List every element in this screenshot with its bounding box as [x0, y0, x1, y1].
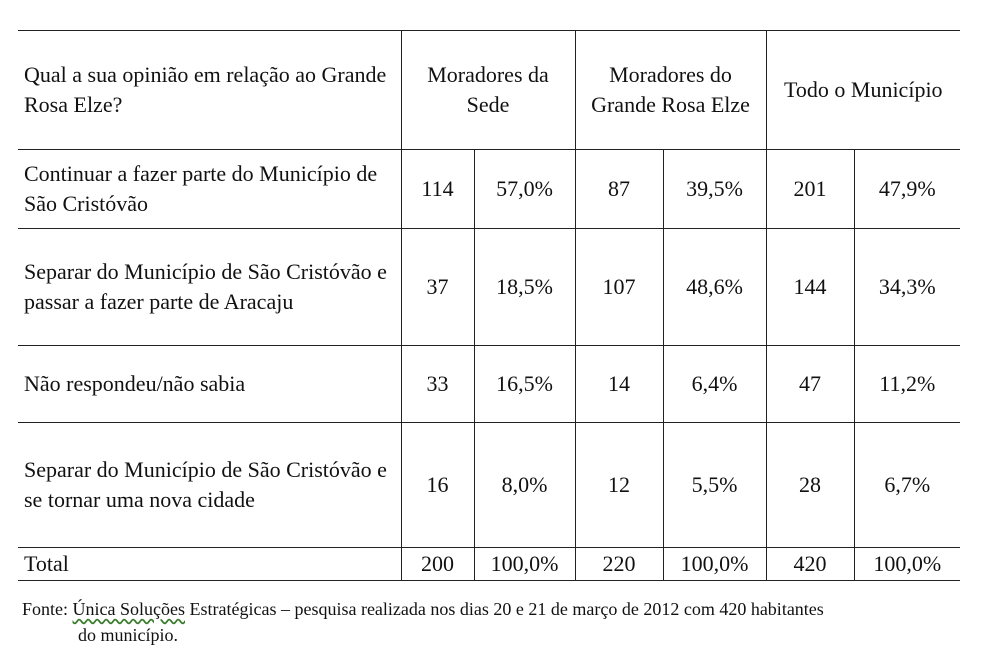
- municipio-count: 144: [765, 228, 855, 346]
- survey-table: Qual a sua opinião em relação ao Grande …: [18, 30, 961, 581]
- rosa-elze-count: 12: [574, 422, 664, 548]
- sede-percent: 16,5%: [473, 345, 576, 423]
- table-row: Separar do Município de São Cristóvão e …: [18, 422, 961, 548]
- table-row: Separar do Município de São Cristóvão e …: [18, 228, 961, 346]
- rosa-elze-percent: 39,5%: [662, 149, 767, 229]
- municipio-total-percent: 100,0%: [853, 547, 961, 581]
- rosa-elze-total-percent: 100,0%: [662, 547, 767, 581]
- source-line2: do município.: [78, 625, 178, 645]
- rosa-elze-count: 14: [574, 345, 664, 423]
- municipio-percent: 11,2%: [853, 345, 961, 423]
- row-label: Separar do Município de São Cristóvão e …: [18, 422, 402, 548]
- row-label: Continuar a fazer parte do Município de …: [18, 149, 402, 229]
- municipio-count: 28: [765, 422, 855, 548]
- sede-count: 33: [400, 345, 475, 423]
- rosa-elze-percent: 48,6%: [662, 228, 767, 346]
- total-label: Total: [18, 547, 402, 581]
- rosa-elze-percent: 6,4%: [662, 345, 767, 423]
- row-label: Separar do Município de São Cristóvão e …: [18, 228, 402, 346]
- municipio-count: 201: [765, 149, 855, 229]
- sede-count: 16: [400, 422, 475, 548]
- table-header-row: Qual a sua opinião em relação ao Grande …: [18, 30, 961, 150]
- row-label: Não respondeu/não sabia: [18, 345, 402, 423]
- municipio-percent: 6,7%: [853, 422, 961, 548]
- municipio-count: 47: [765, 345, 855, 423]
- municipio-percent: 47,9%: [853, 149, 961, 229]
- source-org: Única Soluções: [72, 599, 185, 619]
- group-header-grande-rosa-elze: Moradores do Grande Rosa Elze: [574, 30, 767, 150]
- table-row: Continuar a fazer parte do Município de …: [18, 149, 961, 229]
- rosa-elze-count: 87: [574, 149, 664, 229]
- source-note: Fonte: Única Soluções Estratégicas – pes…: [22, 596, 972, 648]
- sede-total-percent: 100,0%: [473, 547, 576, 581]
- table-row: Não respondeu/não sabia 33 16,5% 14 6,4%…: [18, 345, 961, 423]
- group-header-sede: Moradores da Sede: [400, 30, 576, 150]
- sede-percent: 57,0%: [473, 149, 576, 229]
- sede-percent: 18,5%: [473, 228, 576, 346]
- table-total-row: Total 200 100,0% 220 100,0% 420 100,0%: [18, 547, 961, 581]
- municipio-total-count: 420: [765, 547, 855, 581]
- rosa-elze-total-count: 220: [574, 547, 664, 581]
- sede-total-count: 200: [400, 547, 475, 581]
- sede-count: 114: [400, 149, 475, 229]
- rosa-elze-percent: 5,5%: [662, 422, 767, 548]
- sede-count: 37: [400, 228, 475, 346]
- question-header: Qual a sua opinião em relação ao Grande …: [18, 30, 402, 150]
- sede-percent: 8,0%: [473, 422, 576, 548]
- municipio-percent: 34,3%: [853, 228, 961, 346]
- rosa-elze-count: 107: [574, 228, 664, 346]
- source-line1-rest: Estratégicas – pesquisa realizada nos di…: [185, 599, 824, 619]
- group-header-todo-municipio: Todo o Município: [765, 30, 961, 150]
- source-prefix: Fonte:: [22, 599, 73, 619]
